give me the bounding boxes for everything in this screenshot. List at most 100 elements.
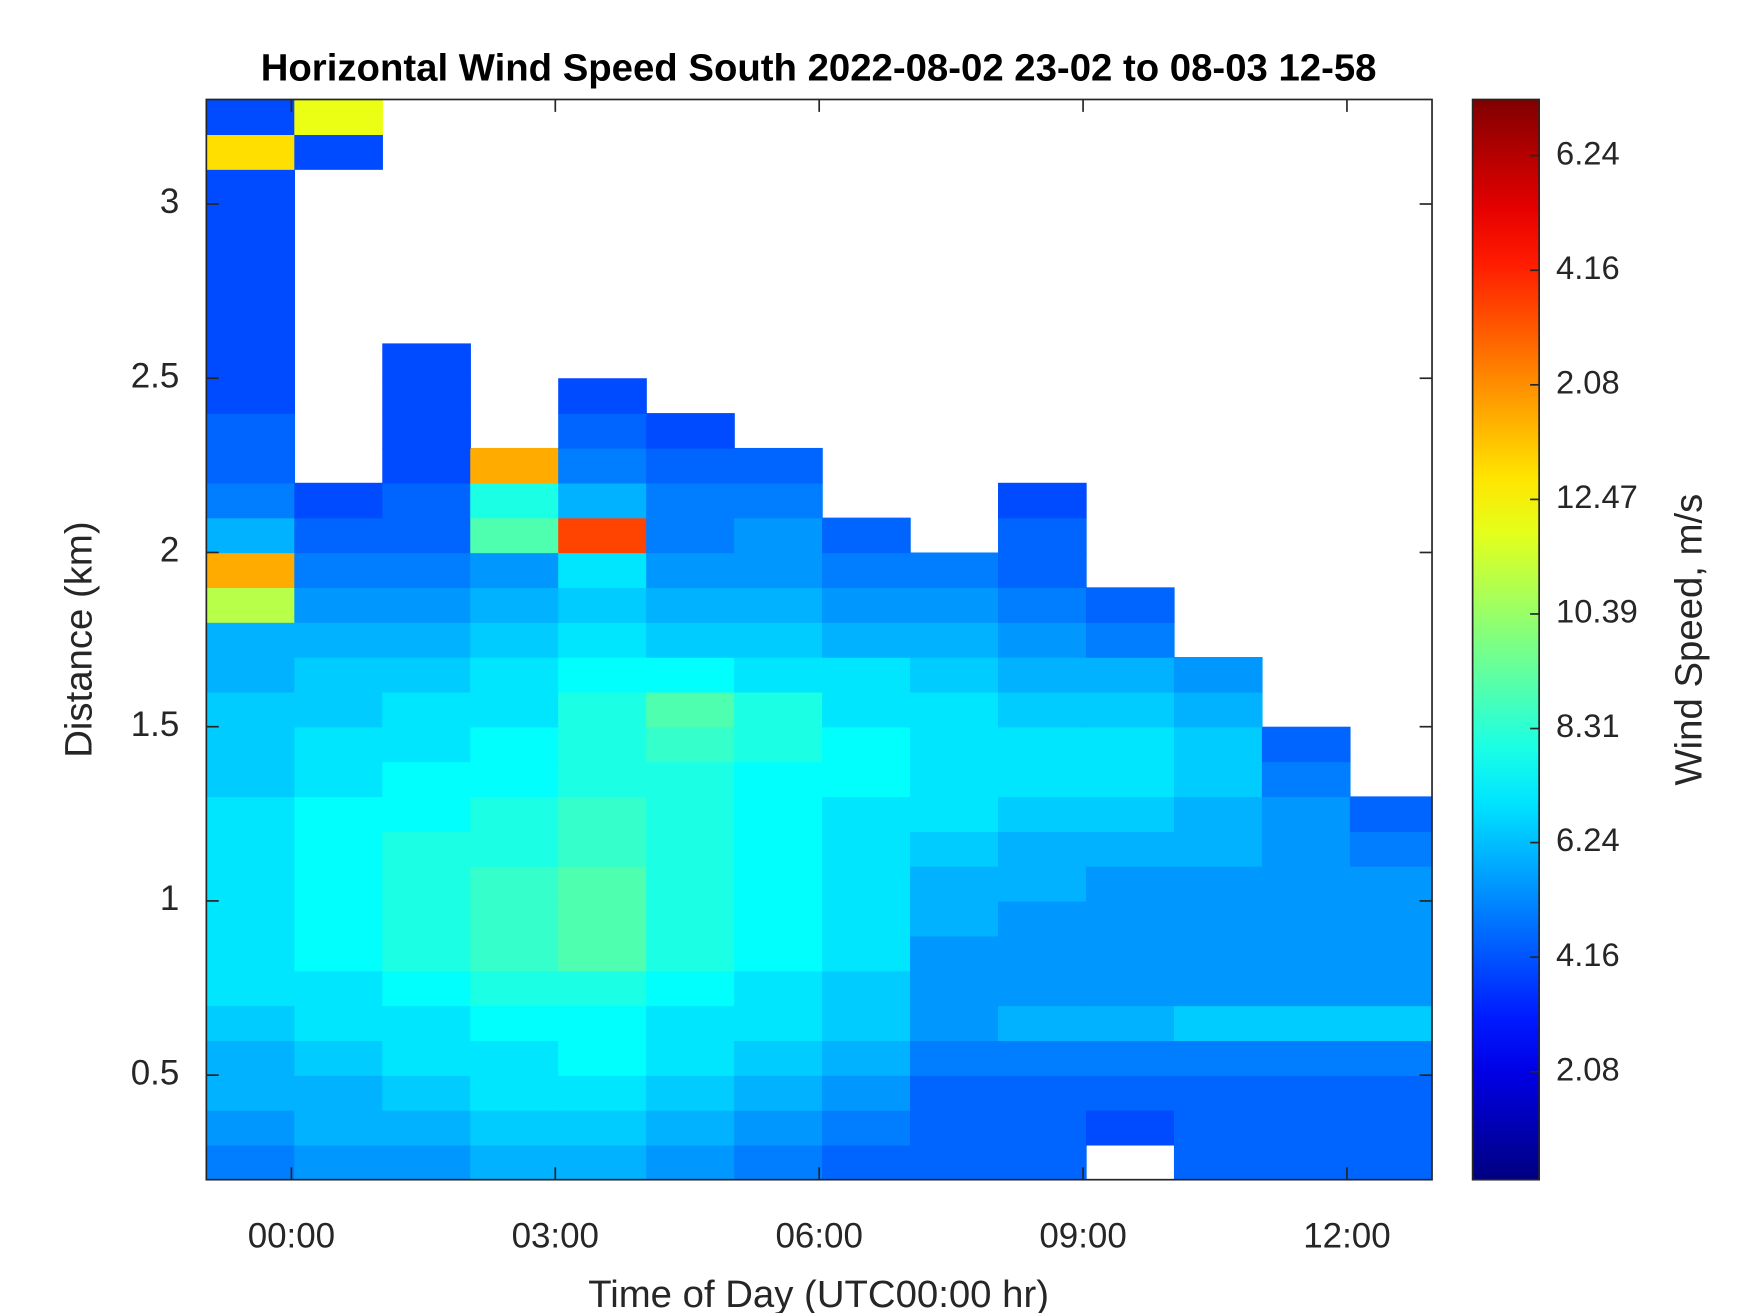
heatmap-cell (470, 1005, 559, 1041)
heatmap-cell (558, 378, 647, 414)
colorbar-tick-label: 2.08 (1556, 363, 1620, 400)
heatmap-cell (294, 552, 383, 588)
heatmap-cell (470, 796, 559, 832)
heatmap-cell (646, 482, 735, 519)
heatmap-cell (470, 1075, 559, 1111)
heatmap-cell (382, 935, 471, 972)
heatmap-cell (646, 552, 735, 588)
heatmap-cell (1349, 970, 1433, 1007)
heatmap-cell (998, 831, 1087, 867)
heatmap-cell (1349, 831, 1433, 867)
heatmap-cell (1173, 1005, 1263, 1041)
heatmap-cell (1173, 726, 1263, 763)
heatmap-cell (734, 1040, 823, 1076)
heatmap-cell (382, 1075, 471, 1111)
heatmap-cell (646, 622, 735, 658)
heatmap-cell (822, 970, 911, 1007)
heatmap-cell (294, 622, 383, 658)
heatmap-cell (470, 1144, 559, 1180)
heatmap-cell (646, 866, 735, 902)
heatmap-cell (734, 1110, 823, 1146)
heatmap-cell (822, 761, 911, 798)
heatmap-cell (470, 517, 559, 554)
chart-title: Horizontal Wind Speed South 2022-08-02 2… (261, 46, 1377, 89)
heatmap-cell (558, 1110, 647, 1146)
heatmap-cell (998, 552, 1087, 588)
heatmap-cell (294, 970, 383, 1007)
heatmap-cell (206, 935, 295, 972)
heatmap-cell (206, 1075, 295, 1111)
heatmap-cell (558, 970, 647, 1007)
heatmap-cell (382, 1005, 471, 1041)
heatmap-cell (910, 1075, 999, 1111)
heatmap-cell (382, 900, 471, 937)
heatmap-cell (382, 866, 471, 902)
heatmap-cell (382, 691, 471, 728)
heatmap-cell (558, 413, 647, 449)
y-tick-label: 2.5 (131, 356, 180, 395)
heatmap-cell (206, 517, 295, 554)
heatmap-cell (998, 761, 1087, 798)
heatmap-cell (646, 970, 735, 1007)
heatmap-cell (822, 691, 911, 728)
heatmap-cell (1349, 900, 1433, 937)
heatmap-cell (1349, 866, 1433, 902)
heatmap-cell (1261, 761, 1351, 798)
heatmap-cell (998, 587, 1087, 623)
heatmap-cell (998, 1075, 1087, 1111)
heatmap-cell (1085, 587, 1175, 623)
heatmap-cell (206, 134, 295, 170)
heatmap-cell (910, 761, 999, 798)
heatmap-cell (294, 99, 383, 135)
heatmap-cell (1261, 1144, 1351, 1180)
heatmap-cell (558, 726, 647, 763)
heatmap-cell (734, 761, 823, 798)
heatmap-cell (822, 726, 911, 763)
heatmap-cell (1173, 1144, 1263, 1180)
heatmap-cell (558, 447, 647, 484)
y-tick-label: 3 (160, 182, 179, 221)
heatmap-cell (382, 796, 471, 832)
heatmap-cell (646, 831, 735, 867)
heatmap-cell (998, 1005, 1087, 1041)
heatmap-cell (646, 935, 735, 972)
heatmap-cell (1085, 691, 1175, 728)
heatmap-cell (1085, 761, 1175, 798)
heatmap-cell (382, 970, 471, 1007)
heatmap-cell (734, 935, 823, 972)
heatmap-cell (470, 552, 559, 588)
heatmap-cell (1173, 935, 1263, 972)
heatmap-cell (1173, 1040, 1263, 1076)
heatmap-cell (822, 900, 911, 937)
x-tick-label: 00:00 (248, 1217, 335, 1256)
heatmap-cell (382, 1144, 471, 1180)
heatmap-cell (206, 1005, 295, 1041)
heatmap-cell (910, 1110, 999, 1146)
heatmap-cell (206, 726, 295, 763)
heatmap-cell (910, 552, 999, 588)
heatmap-cell (206, 970, 295, 1007)
heatmap-cell (646, 517, 735, 554)
heatmap-cell (470, 447, 559, 484)
heatmap-cell (470, 866, 559, 902)
heatmap-cell (646, 447, 735, 484)
heatmap-cell (646, 1110, 735, 1146)
heatmap-cell (734, 482, 823, 519)
heatmap-cell (206, 552, 295, 588)
heatmap-cell (206, 308, 295, 345)
heatmap-cell (294, 761, 383, 798)
heatmap-cell (1261, 866, 1351, 902)
x-tick-label: 12:00 (1303, 1217, 1390, 1256)
heatmap-cell (294, 1075, 383, 1111)
heatmap-cell (1261, 1040, 1351, 1076)
heatmap-cell (1261, 1075, 1351, 1111)
heatmap-cell (646, 413, 735, 449)
heatmap-cell (382, 378, 471, 414)
heatmap-cell (822, 1144, 911, 1180)
heatmap-cell (998, 796, 1087, 832)
heatmap-cell (470, 1110, 559, 1146)
heatmap-cell (910, 831, 999, 867)
heatmap-cell (382, 587, 471, 623)
heatmap-cell (558, 552, 647, 588)
heatmap-cell (734, 970, 823, 1007)
